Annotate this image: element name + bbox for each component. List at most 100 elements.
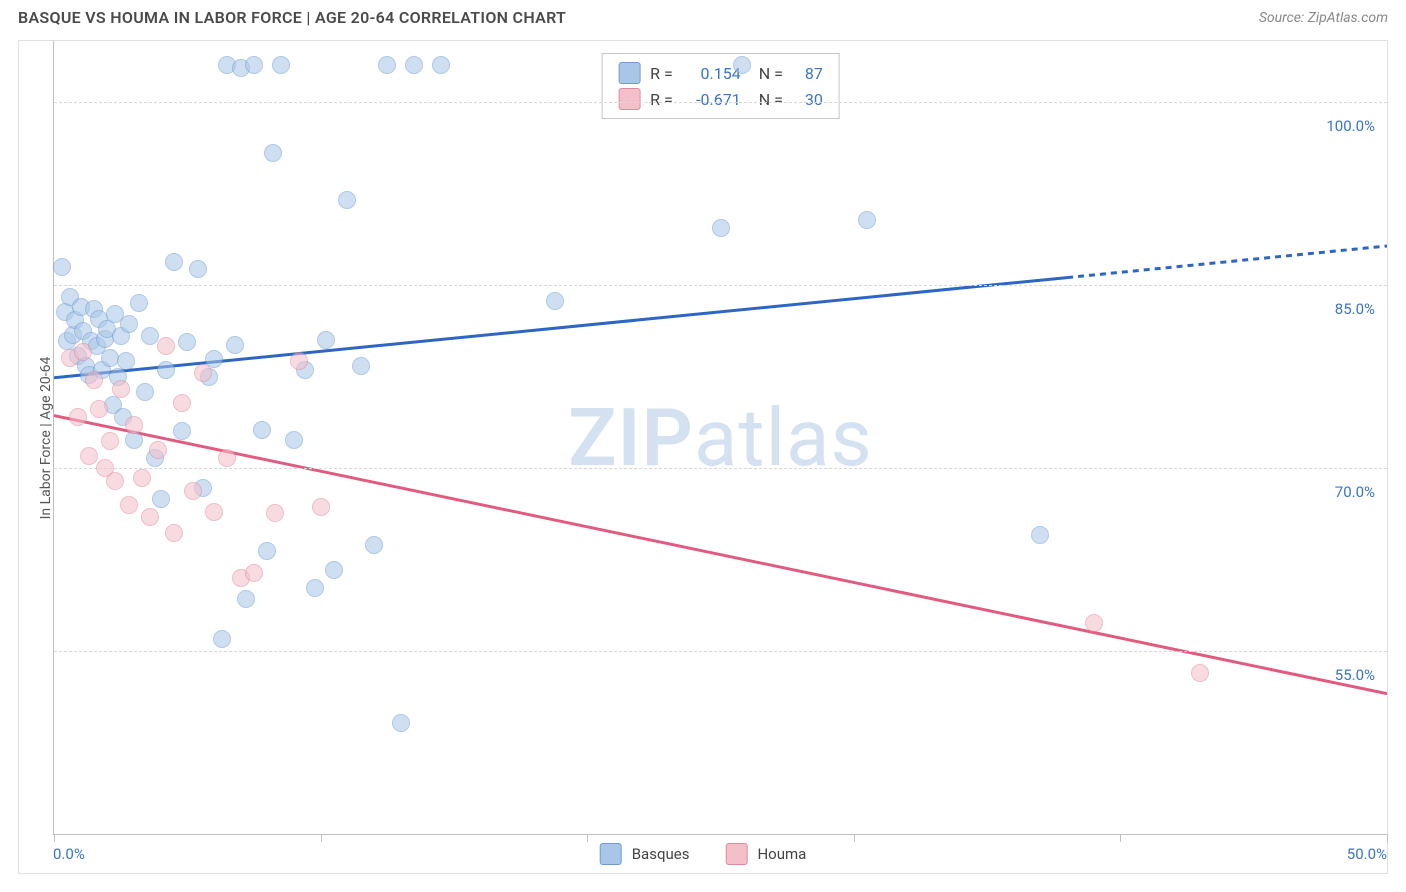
gridline — [54, 102, 1387, 103]
scatter-point — [1031, 526, 1049, 544]
scatter-point — [213, 630, 231, 648]
scatter-point — [258, 542, 276, 560]
scatter-point — [272, 56, 290, 74]
scatter-point — [120, 496, 138, 514]
scatter-point — [173, 394, 191, 412]
scatter-point — [184, 482, 202, 500]
plot-area: In Labor Force | Age 20-64 ZIPatlas R =0… — [53, 41, 1387, 835]
watermark-zip: ZIP — [568, 391, 694, 485]
legend-r-value: -0.671 — [683, 90, 741, 109]
scatter-point — [112, 380, 130, 398]
scatter-point — [237, 590, 255, 608]
scatter-point — [101, 432, 119, 450]
scatter-point — [392, 714, 410, 732]
gridline — [54, 468, 1387, 469]
gridline — [54, 651, 1387, 652]
scatter-point — [152, 490, 170, 508]
series-legend-item: Basques — [600, 843, 690, 865]
trend-lines-layer — [54, 41, 1387, 834]
series-legend-item: Houma — [725, 843, 806, 865]
watermark-atlas: atlas — [694, 391, 873, 485]
scatter-point — [136, 383, 154, 401]
scatter-point — [306, 579, 324, 597]
scatter-point — [69, 408, 87, 426]
scatter-point — [157, 337, 175, 355]
scatter-point — [53, 258, 71, 276]
scatter-point — [165, 524, 183, 542]
scatter-point — [712, 219, 730, 237]
scatter-point — [290, 352, 308, 370]
scatter-point — [85, 371, 103, 389]
legend-row: R = -0.671 N = 30 — [618, 86, 823, 112]
scatter-point — [264, 144, 282, 162]
scatter-point — [365, 536, 383, 554]
legend-r-label: R = — [650, 90, 673, 109]
x-tick — [587, 834, 588, 842]
y-tick-label: 55.0% — [1335, 666, 1375, 684]
y-tick-label: 85.0% — [1335, 300, 1375, 318]
legend-n-label: N = — [759, 90, 783, 109]
scatter-point — [80, 447, 98, 465]
scatter-point — [74, 343, 92, 361]
scatter-point — [117, 352, 135, 370]
scatter-point — [1085, 614, 1103, 632]
x-tick — [854, 834, 855, 842]
scatter-point — [130, 294, 148, 312]
x-tick — [1120, 834, 1121, 842]
scatter-point — [312, 498, 330, 516]
scatter-point — [149, 441, 167, 459]
scatter-point — [157, 361, 175, 379]
series-legend-label: Basques — [632, 845, 690, 863]
scatter-point — [253, 421, 271, 439]
x-tick — [321, 834, 322, 842]
chart-container: In Labor Force | Age 20-64 ZIPatlas R = 0… — [18, 40, 1388, 874]
scatter-point — [733, 56, 751, 74]
watermark: ZIPatlas — [568, 391, 873, 485]
scatter-point — [141, 508, 159, 526]
scatter-point — [173, 422, 191, 440]
scatter-point — [245, 56, 263, 74]
scatter-point — [133, 469, 151, 487]
scatter-point — [245, 564, 263, 582]
scatter-point — [90, 400, 108, 418]
scatter-point — [194, 364, 212, 382]
legend-swatch — [618, 88, 640, 110]
scatter-point — [378, 56, 396, 74]
x-tick — [1387, 834, 1388, 842]
scatter-point — [218, 449, 236, 467]
scatter-point — [352, 357, 370, 375]
scatter-point — [189, 260, 207, 278]
series-legend: Basques Houma — [600, 843, 807, 865]
legend-n-value: 87 — [793, 64, 823, 83]
legend-swatch — [600, 843, 622, 865]
scatter-point — [338, 191, 356, 209]
scatter-point — [141, 327, 159, 345]
x-tick-label: 0.0% — [53, 845, 85, 863]
legend-swatch — [725, 843, 747, 865]
y-tick-label: 70.0% — [1335, 483, 1375, 501]
legend-row: R =0.154N =87 — [618, 60, 823, 86]
x-tick-label: 50.0% — [1347, 845, 1387, 863]
correlation-legend: R =0.154N =87R =-0.671N =30 — [601, 53, 840, 119]
scatter-point — [120, 315, 138, 333]
gridline — [54, 285, 1387, 286]
scatter-point — [858, 211, 876, 229]
scatter-point — [226, 336, 244, 354]
legend-n-value: 30 — [793, 90, 823, 109]
scatter-point — [165, 253, 183, 271]
scatter-point — [285, 431, 303, 449]
legend-n-label: N = — [759, 64, 783, 83]
chart-title: BASQUE VS HOUMA IN LABOR FORCE | AGE 20-… — [18, 8, 566, 27]
scatter-point — [205, 503, 223, 521]
y-axis-label: In Labor Force | Age 20-64 — [38, 356, 54, 519]
scatter-point — [106, 472, 124, 490]
scatter-point — [432, 56, 450, 74]
series-legend-label: Houma — [757, 845, 806, 863]
scatter-point — [178, 333, 196, 351]
source-attribution: Source: ZipAtlas.com — [1259, 10, 1388, 26]
legend-swatch — [618, 62, 640, 84]
scatter-point — [405, 56, 423, 74]
legend-r-label: R = — [650, 64, 673, 83]
scatter-point — [125, 416, 143, 434]
x-tick — [54, 834, 55, 842]
